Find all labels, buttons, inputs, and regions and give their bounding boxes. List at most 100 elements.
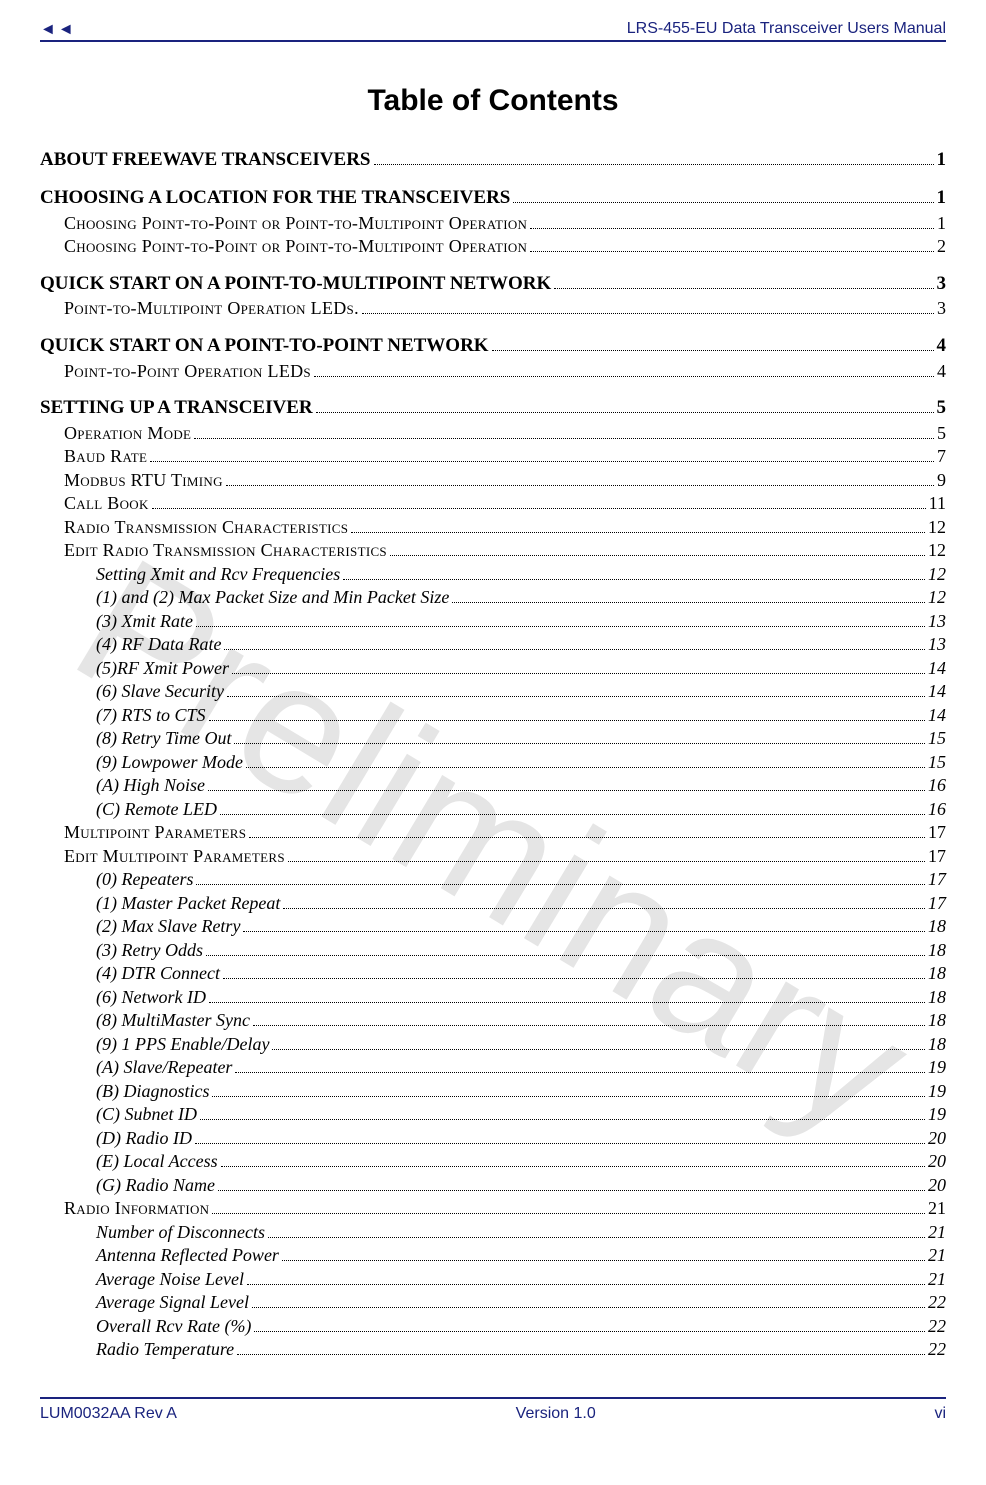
toc-entry-label: (1) Master Packet Repeat (96, 892, 280, 915)
toc-entry-label: (E) Local Access (96, 1150, 218, 1173)
toc-entry-label: (3) Retry Odds (96, 939, 203, 962)
toc-entry-page: 19 (928, 1056, 946, 1079)
toc-dot-leader (268, 1223, 925, 1237)
toc-entry-label: Antenna Reflected Power (96, 1244, 279, 1267)
toc-entry-label: Edit Radio Transmission Characteristics (64, 539, 387, 562)
toc-entry: QUICK START ON A POINT-TO-MULTIPOINT NET… (40, 272, 946, 296)
toc-entry: Choosing Point-to-Point or Point-to-Mult… (40, 212, 946, 235)
toc-dot-leader (282, 1247, 925, 1261)
toc-entry-page: 19 (928, 1103, 946, 1126)
toc-entry-page: 21 (928, 1268, 946, 1291)
toc-entry: (G) Radio Name20 (40, 1174, 946, 1197)
toc-entry-label: Edit Multipoint Parameters (64, 845, 285, 868)
document-page: Preliminary ◄ ◄ LRS-455-EU Data Transcei… (0, 0, 986, 1485)
toc-dot-leader (343, 565, 925, 579)
toc-dot-leader (223, 965, 925, 979)
toc-dot-leader (362, 300, 934, 314)
toc-dot-leader (374, 150, 934, 165)
toc-dot-leader (234, 730, 925, 744)
header-manual-title: LRS-455-EU Data Transceiver Users Manual (627, 20, 946, 38)
toc-entry-page: 1 (937, 148, 947, 172)
toc-entry-label: Point-to-Multipoint Operation LEDs. (64, 297, 359, 320)
toc-dot-leader (288, 847, 925, 861)
toc-entry-label: Call Book (64, 492, 149, 515)
toc-dot-leader (513, 188, 933, 203)
toc-entry-label: Radio Temperature (96, 1338, 234, 1361)
toc-entry-page: 3 (937, 272, 947, 296)
toc-entry-page: 9 (937, 469, 946, 492)
toc-entry: (8) Retry Time Out15 (40, 727, 946, 750)
toc-entry-label: (9) Lowpower Mode (96, 751, 243, 774)
toc-dot-leader (530, 238, 934, 252)
toc-entry-label: ABOUT FREEWAVE TRANSCEIVERS (40, 148, 371, 172)
toc-dot-leader (209, 988, 925, 1002)
toc-entry: QUICK START ON A POINT-TO-POINT NETWORK 4 (40, 334, 946, 358)
toc-entry: Call Book 11 (40, 492, 946, 515)
toc-entry-page: 1 (937, 186, 947, 210)
toc-dot-leader (314, 362, 934, 376)
toc-entry: (5)RF Xmit Power14 (40, 657, 946, 680)
toc-dot-leader (195, 1129, 925, 1143)
toc-entry-label: (C) Remote LED (96, 798, 217, 821)
footer-doc-number: LUM0032AA Rev A (40, 1405, 177, 1423)
toc-dot-leader (235, 1059, 925, 1073)
toc-entry-page: 16 (928, 774, 946, 797)
toc-entry-label: SETTING UP A TRANSCEIVER (40, 396, 313, 420)
header-left-arrows: ◄ ◄ (40, 22, 76, 38)
toc-entry-page: 17 (928, 845, 946, 868)
page-content: ◄ ◄ LRS-455-EU Data Transceiver Users Ma… (40, 20, 946, 1423)
toc-entry-label: (0) Repeaters (96, 868, 193, 891)
toc-entry-label: CHOOSING A LOCATION FOR THE TRANSCEIVERS (40, 186, 510, 210)
toc-entry-page: 18 (928, 962, 946, 985)
toc-entry: Modbus RTU Timing9 (40, 469, 946, 492)
toc-entry-page: 18 (928, 1009, 946, 1032)
toc-dot-leader (252, 1294, 925, 1308)
toc-entry-page: 19 (928, 1080, 946, 1103)
toc-entry: Edit Multipoint Parameters 17 (40, 845, 946, 868)
toc-entry: (0) Repeaters17 (40, 868, 946, 891)
toc-entry-page: 4 (937, 334, 947, 358)
toc-entry: Average Signal Level22 (40, 1291, 946, 1314)
toc-entry: Radio Transmission Characteristics12 (40, 516, 946, 539)
toc-entry-page: 18 (928, 986, 946, 1009)
header-line: ◄ ◄ LRS-455-EU Data Transceiver Users Ma… (40, 20, 946, 38)
toc-entry: (C) Subnet ID19 (40, 1103, 946, 1126)
toc-entry-label: (A) Slave/Repeater (96, 1056, 232, 1079)
toc-dot-leader (227, 683, 925, 697)
toc-entry-label: Average Noise Level (96, 1268, 244, 1291)
toc-dot-leader (196, 871, 925, 885)
toc-entry: (4) DTR Connect18 (40, 962, 946, 985)
toc-entry-page: 18 (928, 939, 946, 962)
toc-entry-page: 11 (929, 492, 946, 515)
toc-entry-label: Choosing Point-to-Point or Point-to-Mult… (64, 212, 527, 235)
toc-entry: (A) Slave/Repeater 19 (40, 1056, 946, 1079)
toc-dot-leader (554, 273, 933, 288)
footer-page-number: vi (934, 1405, 946, 1423)
toc-entry: (2) Max Slave Retry18 (40, 915, 946, 938)
page-header: ◄ ◄ LRS-455-EU Data Transceiver Users Ma… (40, 20, 946, 42)
toc-dot-leader (218, 1176, 925, 1190)
toc-entry: Radio Temperature 22 (40, 1338, 946, 1361)
toc-entry-page: 20 (928, 1127, 946, 1150)
toc-entry-label: QUICK START ON A POINT-TO-POINT NETWORK (40, 334, 489, 358)
toc-entry-label: (9) 1 PPS Enable/Delay (96, 1033, 269, 1056)
toc-entry-label: Radio Information (64, 1197, 209, 1220)
toc-entry-label: Setting Xmit and Rcv Frequencies (96, 563, 340, 586)
toc-entry-page: 18 (928, 1033, 946, 1056)
toc-dot-leader (226, 471, 934, 485)
toc-dot-leader (254, 1317, 925, 1331)
toc-dot-leader (194, 424, 934, 438)
toc-entry-label: Radio Transmission Characteristics (64, 516, 348, 539)
toc-dot-leader (209, 706, 925, 720)
toc-dot-leader (152, 495, 926, 509)
toc-dot-leader (351, 518, 925, 532)
toc-entry-page: 22 (928, 1338, 946, 1361)
toc-entry-label: Multipoint Parameters (64, 821, 246, 844)
toc-entry-label: (8) MultiMaster Sync (96, 1009, 250, 1032)
table-of-contents: ABOUT FREEWAVE TRANSCEIVERS 1 CHOOSING A L… (40, 148, 946, 1361)
toc-dot-leader (530, 214, 934, 228)
toc-entry: (4) RF Data Rate13 (40, 633, 946, 656)
toc-entry: (D) Radio ID20 (40, 1127, 946, 1150)
toc-dot-leader (492, 336, 934, 351)
toc-dot-leader (212, 1200, 925, 1214)
